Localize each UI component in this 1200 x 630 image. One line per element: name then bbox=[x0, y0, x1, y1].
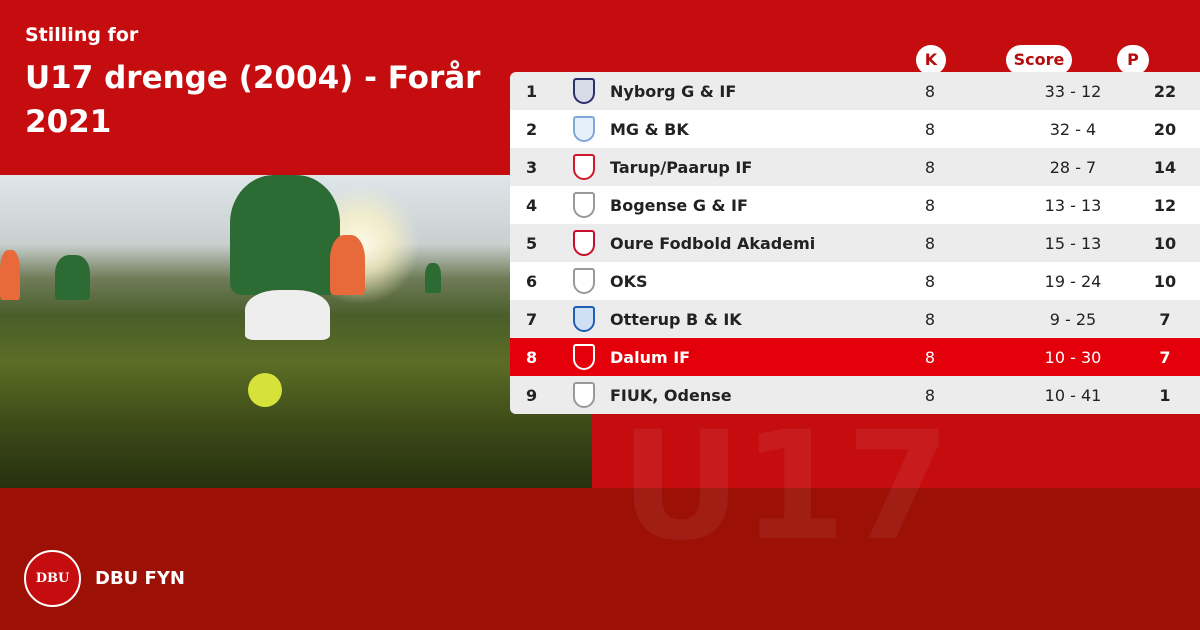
player bbox=[330, 235, 365, 295]
team-name: Dalum IF bbox=[610, 347, 691, 367]
football-photo bbox=[0, 175, 592, 488]
team-logo bbox=[558, 230, 610, 256]
dalum-crest-icon bbox=[573, 344, 595, 370]
matches-played: 8 bbox=[924, 347, 936, 367]
position: 1 bbox=[526, 81, 538, 101]
position: 3 bbox=[526, 157, 538, 177]
team-name: Otterup B & IK bbox=[610, 309, 742, 329]
goal-score: 33 - 12 bbox=[1044, 81, 1102, 101]
table-row[interactable]: 9 FIUK, Odense 8 10 - 41 1 bbox=[510, 376, 1200, 414]
dbu-logo-icon: DBU bbox=[24, 550, 81, 607]
table-row[interactable]: 6 OKS 8 19 - 24 10 bbox=[510, 262, 1200, 300]
matches-played: 8 bbox=[924, 233, 936, 253]
column-header-score: Score bbox=[1006, 45, 1072, 75]
team-name: Tarup/Paarup IF bbox=[610, 157, 753, 177]
table-row[interactable]: 5 Oure Fodbold Akademi 8 15 - 13 10 bbox=[510, 224, 1200, 262]
table-row[interactable]: 3 Tarup/Paarup IF 8 28 - 7 14 bbox=[510, 148, 1200, 186]
goal-score: 28 - 7 bbox=[1049, 157, 1097, 177]
team-name: Nyborg G & IF bbox=[610, 81, 737, 101]
team-logo bbox=[558, 154, 610, 180]
points: 10 bbox=[1153, 233, 1177, 253]
team-name: MG & BK bbox=[610, 119, 689, 139]
table-row[interactable]: 4 Bogense G & IF 8 13 - 13 12 bbox=[510, 186, 1200, 224]
matches-played: 8 bbox=[924, 195, 936, 215]
table-row[interactable]: 7 Otterup B & IK 8 9 - 25 7 bbox=[510, 300, 1200, 338]
goal-score: 32 - 4 bbox=[1049, 119, 1097, 139]
goal-score: 10 - 41 bbox=[1044, 385, 1102, 405]
oure-logo-icon bbox=[573, 230, 595, 256]
team-name: OKS bbox=[610, 271, 648, 291]
goal-score: 15 - 13 bbox=[1044, 233, 1102, 253]
organization-name: DBU FYN bbox=[95, 568, 185, 589]
points: 12 bbox=[1153, 195, 1177, 215]
team-logo bbox=[558, 192, 610, 218]
matches-played: 8 bbox=[924, 385, 936, 405]
points: 7 bbox=[1159, 309, 1171, 329]
position: 4 bbox=[526, 195, 538, 215]
team-logo bbox=[558, 344, 610, 370]
matches-played: 8 bbox=[924, 309, 936, 329]
points: 20 bbox=[1153, 119, 1177, 139]
position: 5 bbox=[526, 233, 538, 253]
position: 7 bbox=[526, 309, 538, 329]
position: 2 bbox=[526, 119, 538, 139]
standings-table: 1 Nyborg G & IF 8 33 - 12 22 2 MG & BK 8 … bbox=[510, 72, 1200, 414]
player bbox=[55, 255, 90, 300]
team-logo bbox=[558, 382, 610, 408]
points: 10 bbox=[1153, 271, 1177, 291]
column-header-p: P bbox=[1117, 45, 1149, 75]
points: 7 bbox=[1159, 347, 1171, 367]
team-logo bbox=[558, 116, 610, 142]
player-shorts bbox=[245, 290, 330, 340]
placeholder-shield-icon bbox=[573, 268, 595, 294]
goal-score: 19 - 24 bbox=[1044, 271, 1102, 291]
column-header-k: K bbox=[916, 45, 946, 75]
placeholder-shield-icon bbox=[573, 382, 595, 408]
goal-score: 10 - 30 bbox=[1044, 347, 1102, 367]
matches-played: 8 bbox=[924, 271, 936, 291]
otterup-crest-icon bbox=[573, 306, 595, 332]
nyborg-crest-icon bbox=[573, 78, 595, 104]
team-name: Oure Fodbold Akademi bbox=[610, 233, 816, 253]
points: 14 bbox=[1153, 157, 1177, 177]
watermark: U17 bbox=[620, 400, 951, 574]
team-logo bbox=[558, 268, 610, 294]
position: 9 bbox=[526, 385, 538, 405]
team-logo bbox=[558, 78, 610, 104]
points: 22 bbox=[1153, 81, 1177, 101]
points: 1 bbox=[1159, 385, 1171, 405]
team-name: FIUK, Odense bbox=[610, 385, 732, 405]
football bbox=[248, 373, 282, 407]
tpi-crest-icon bbox=[573, 154, 595, 180]
player bbox=[0, 250, 20, 300]
matches-played: 8 bbox=[924, 119, 936, 139]
player bbox=[230, 175, 340, 295]
table-row[interactable]: 2 MG & BK 8 32 - 4 20 bbox=[510, 110, 1200, 148]
mgbk-crest-icon bbox=[573, 116, 595, 142]
team-logo bbox=[558, 306, 610, 332]
table-row[interactable]: 8 Dalum IF 8 10 - 30 7 bbox=[510, 338, 1200, 376]
position: 6 bbox=[526, 271, 538, 291]
matches-played: 8 bbox=[924, 81, 936, 101]
page-title: U17 drenge (2004) - Forår 2021 bbox=[25, 60, 481, 140]
subtitle: Stilling for bbox=[25, 24, 139, 46]
table-row[interactable]: 1 Nyborg G & IF 8 33 - 12 22 bbox=[510, 72, 1200, 110]
matches-played: 8 bbox=[924, 157, 936, 177]
goal-score: 13 - 13 bbox=[1044, 195, 1102, 215]
team-name: Bogense G & IF bbox=[610, 195, 748, 215]
placeholder-shield-icon bbox=[573, 192, 595, 218]
position: 8 bbox=[526, 347, 538, 367]
player bbox=[425, 263, 441, 293]
goal-score: 9 - 25 bbox=[1049, 309, 1097, 329]
